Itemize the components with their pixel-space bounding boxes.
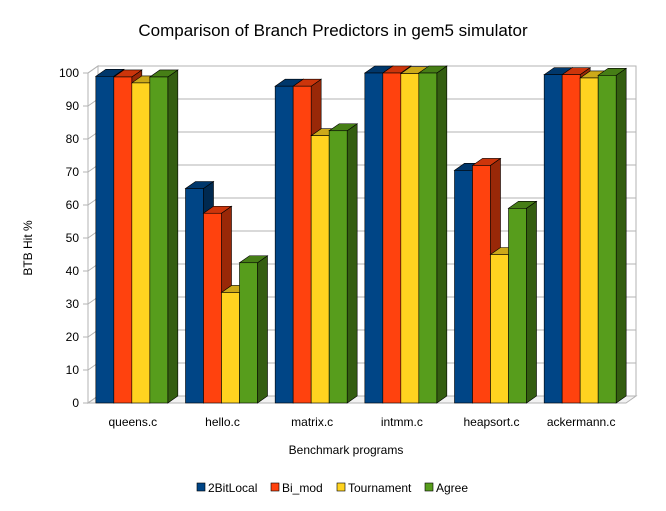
bar-front xyxy=(490,254,509,404)
y-tick-label: 80 xyxy=(66,132,80,146)
x-tick-label: hello.c xyxy=(205,415,240,429)
chart-title: Comparison of Branch Predictors in gem5 … xyxy=(138,21,528,40)
legend-label: Bi_mod xyxy=(282,481,323,495)
legend-swatch xyxy=(336,482,346,492)
x-tick-label: intmm.c xyxy=(381,415,423,429)
bar xyxy=(507,200,538,404)
y-axis-label: BTB Hit % xyxy=(21,220,35,276)
bar xyxy=(597,67,628,404)
bar-front xyxy=(95,76,115,404)
x-tick-label: heapsort.c xyxy=(463,415,519,429)
bar xyxy=(238,255,269,404)
bar-front xyxy=(203,212,222,404)
bar-front xyxy=(149,76,169,404)
y-tick-label: 40 xyxy=(66,264,80,278)
y-tick-label: 50 xyxy=(66,231,80,245)
legend-label: Agree xyxy=(436,481,468,495)
legend-swatch xyxy=(196,482,206,492)
bar-front xyxy=(274,85,294,404)
x-tick-labels: queens.c hello.c matrix.c intmm.c heapsort.c… xyxy=(108,415,615,429)
y-tick-label: 30 xyxy=(66,297,80,311)
y-tick-label: 90 xyxy=(66,99,80,113)
bar xyxy=(148,69,179,404)
legend-swatch xyxy=(424,482,434,492)
y-tick-label: 70 xyxy=(66,165,80,179)
bar xyxy=(417,65,448,404)
legend-item: 2BitLocal xyxy=(196,481,257,495)
y-tick-label: 10 xyxy=(66,363,80,377)
gridline-side xyxy=(87,65,99,74)
bar-side xyxy=(526,200,537,404)
y-tick-label: 60 xyxy=(66,198,80,212)
y-tick-label: 0 xyxy=(72,396,79,410)
legend-label: 2BitLocal xyxy=(208,481,257,495)
y-tick-label: 20 xyxy=(66,330,80,344)
legend-item: Tournament xyxy=(336,481,412,495)
bar-front xyxy=(472,165,491,404)
bar-front xyxy=(131,82,151,404)
bar-front xyxy=(597,75,617,404)
bar-side xyxy=(346,123,358,404)
bar-front xyxy=(508,208,527,404)
y-tick-labels: 0 10 20 30 40 50 60 70 80 90 100 xyxy=(59,66,79,410)
legend-item: Bi_mod xyxy=(270,481,323,495)
bar-front xyxy=(310,135,330,404)
legend: 2BitLocal Bi_mod Tournament Agree xyxy=(196,481,468,495)
bar-front xyxy=(579,77,599,404)
bar-front xyxy=(239,262,258,404)
x-tick-label: ackermann.c xyxy=(547,415,616,429)
bar-front xyxy=(113,76,133,404)
bar-front xyxy=(221,292,240,404)
legend-item: Agree xyxy=(424,481,468,495)
bar-front xyxy=(364,72,384,404)
bar-side xyxy=(167,69,179,404)
bar-front xyxy=(400,73,420,404)
bar-front xyxy=(418,72,438,404)
bar-front xyxy=(382,72,402,404)
x-tick-label: matrix.c xyxy=(291,415,333,429)
bar-side xyxy=(615,67,627,404)
bars xyxy=(94,65,628,404)
bar-side xyxy=(257,255,268,404)
bar-front xyxy=(561,74,581,404)
bar-front xyxy=(454,170,473,404)
bar-front xyxy=(328,130,348,404)
y-tick-label: 100 xyxy=(59,66,79,80)
bar-front xyxy=(292,85,312,404)
bar-side xyxy=(436,65,448,404)
x-axis-label: Benchmark programs xyxy=(289,443,404,457)
x-tick-label: queens.c xyxy=(108,415,157,429)
bar-front xyxy=(185,188,204,404)
legend-label: Tournament xyxy=(348,481,412,495)
bar-front xyxy=(543,74,563,404)
bar xyxy=(328,123,359,404)
legend-swatch xyxy=(270,482,280,492)
